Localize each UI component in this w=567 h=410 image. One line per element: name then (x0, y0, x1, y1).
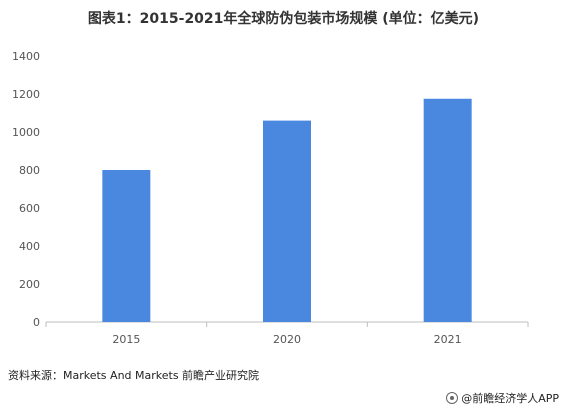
source-note: 资料来源：Markets And Markets 前瞻产业研究院 (8, 369, 260, 382)
x-tick-label: 2021 (434, 333, 462, 346)
chart-title: 图表1：2015-2021年全球防伪包装市场规模 (单位：亿美元) (87, 11, 480, 27)
qianzhan-logo-icon (446, 392, 459, 404)
bar-2021 (423, 98, 472, 322)
y-tick-label: 1200 (12, 88, 40, 101)
y-tick-label: 600 (19, 202, 40, 215)
y-tick-label: 1000 (12, 126, 40, 139)
x-tick-label: 2020 (273, 333, 301, 346)
y-tick-label: 800 (19, 164, 40, 177)
bar-chart: 0 200 400 600 800 1000 1200 1400 2015 2020 2021 (12, 50, 529, 346)
y-tick-label: 400 (19, 240, 40, 253)
bar-2020 (263, 120, 311, 322)
y-tick-label: 200 (19, 278, 40, 291)
brand-label: @前瞻经济学人APP (461, 392, 559, 405)
x-tick-label: 2015 (112, 333, 140, 346)
brand-credit: @前瞻经济学人APP (446, 390, 559, 406)
y-tick-label: 1400 (12, 50, 40, 63)
bar-2015 (102, 170, 151, 322)
y-tick-label: 0 (33, 316, 40, 329)
